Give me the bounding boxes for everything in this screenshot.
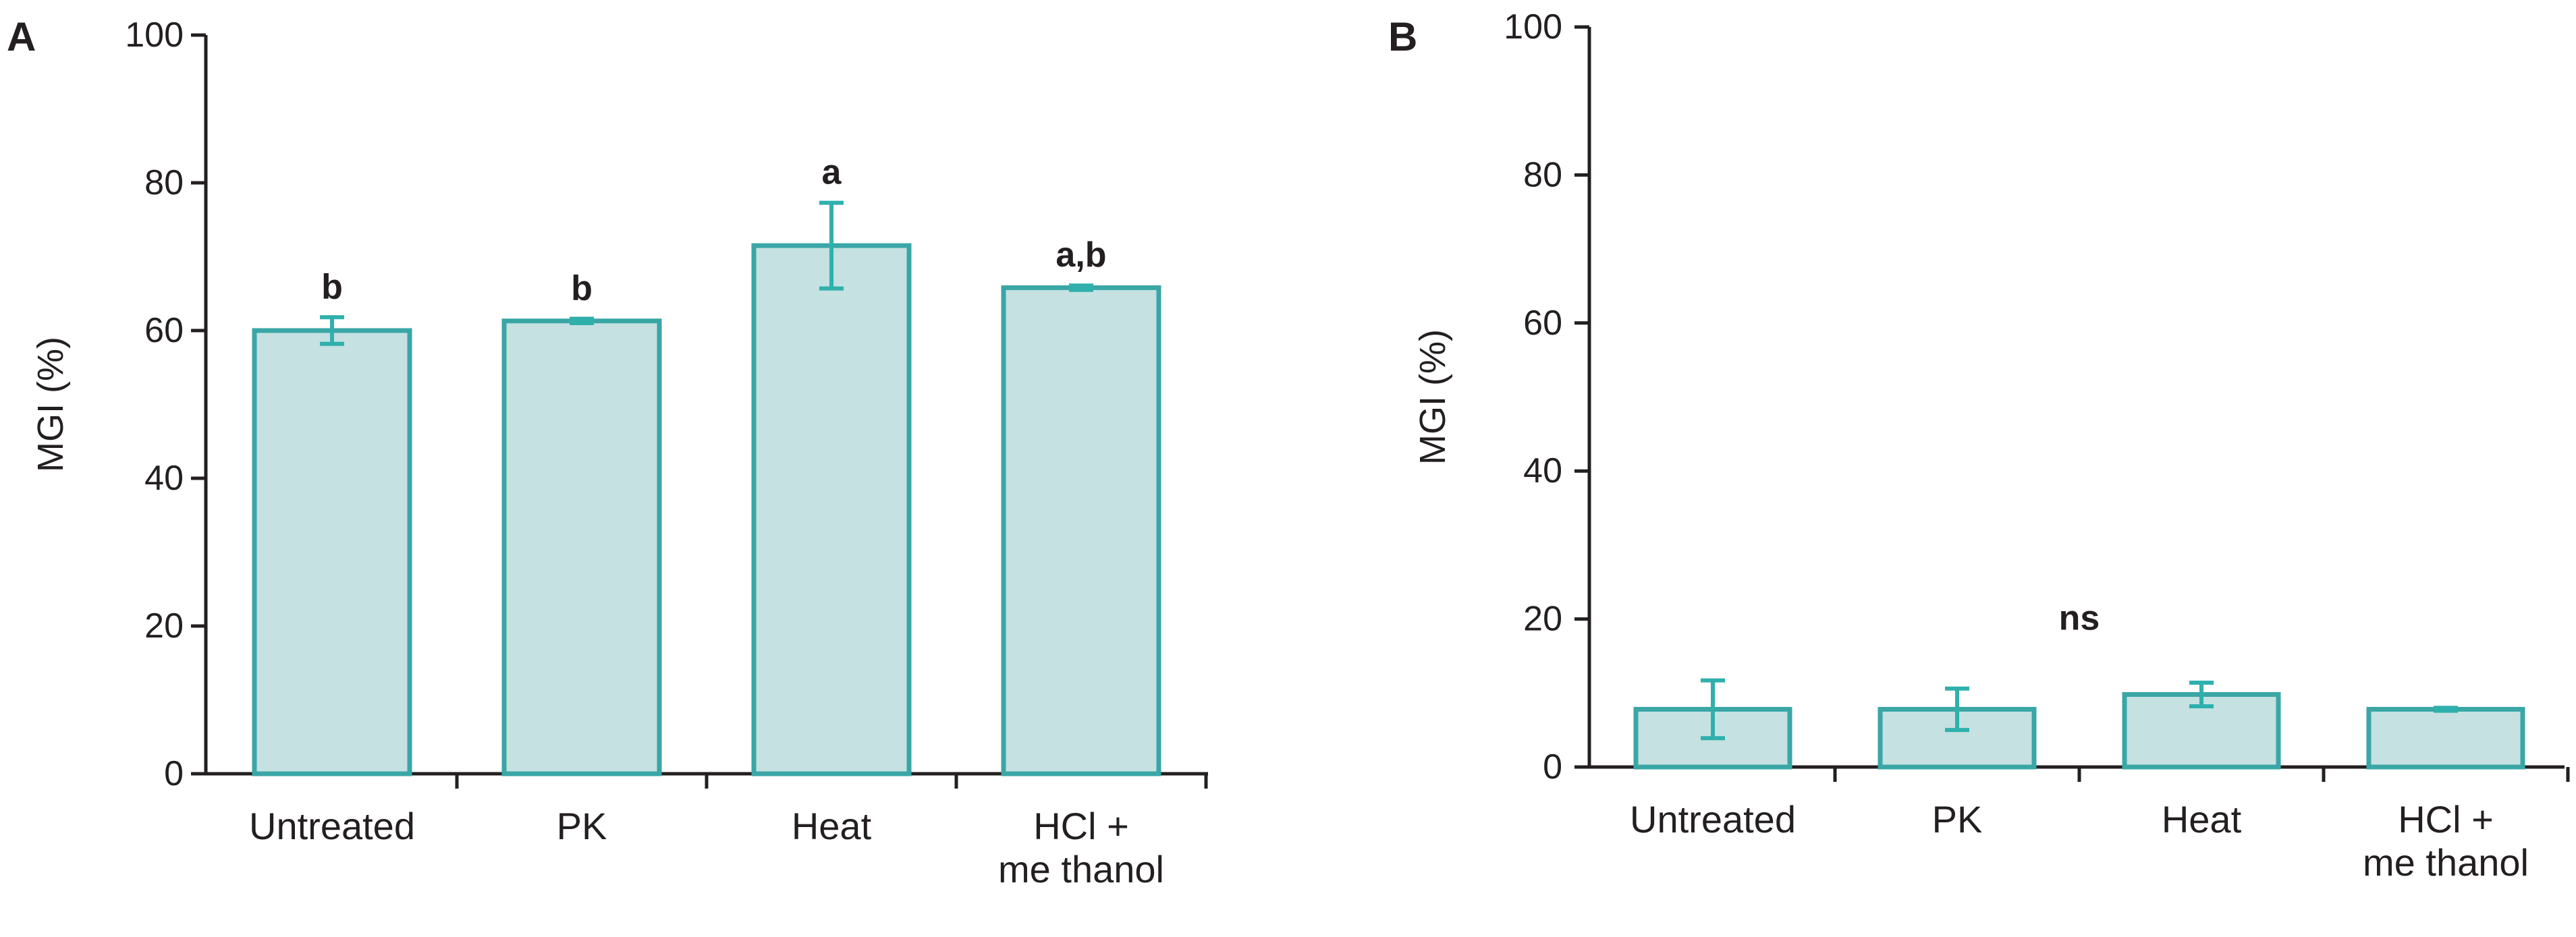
y-tick-label: 40 (1523, 451, 1562, 490)
y-tick-label: 20 (144, 606, 184, 646)
y-tick-label: 0 (1543, 747, 1562, 787)
bar (1001, 285, 1161, 776)
significance-letter: b (321, 267, 343, 306)
y-tick-label: 100 (1504, 7, 1562, 47)
y-tick-label: 20 (1523, 600, 1562, 639)
x-category-label: PK (557, 805, 607, 847)
x-category-label: Heat (792, 805, 872, 847)
panel-b: B MGI (%) 0 20 40 60 80 100 Untreated PK Heat HCl +… (1388, 7, 2570, 884)
y-tick-label: 40 (144, 459, 184, 498)
x-category-label: HCl + (1033, 805, 1129, 847)
y-tick-label: 60 (1523, 304, 1562, 343)
panel-letter: B (1388, 14, 1417, 59)
bar (751, 243, 912, 776)
significance-letter: a,b (1056, 235, 1106, 275)
x-category-label: me thanol (998, 848, 1164, 890)
bar (501, 318, 662, 776)
panel-a: A MGI (%) 0 20 40 60 80 100 Untreated b PK b Heat a HC… (7, 14, 1208, 890)
significance-label: ns (2059, 599, 2100, 638)
y-axis-title: MGI (%) (30, 337, 71, 472)
x-category-label: Untreated (249, 805, 415, 847)
y-tick-label: 100 (125, 16, 184, 55)
y-tick-label: 80 (1523, 155, 1562, 194)
x-category-label: Untreated (1630, 798, 1796, 841)
x-category-label: Heat (2162, 798, 2242, 841)
y-axis-title: MGI (%) (1413, 329, 1453, 465)
significance-letter: b (571, 268, 593, 308)
x-category-label: HCl + (2398, 798, 2494, 841)
significance-letter: a (822, 153, 842, 192)
y-tick-label: 60 (144, 311, 184, 350)
x-category-label: PK (1932, 798, 1983, 841)
panel-letter: A (7, 14, 36, 59)
y-tick-label: 0 (164, 754, 184, 793)
y-tick-label: 80 (144, 163, 184, 202)
x-category-label: me thanol (2363, 841, 2529, 884)
bar (252, 328, 412, 776)
bar (2366, 706, 2525, 770)
